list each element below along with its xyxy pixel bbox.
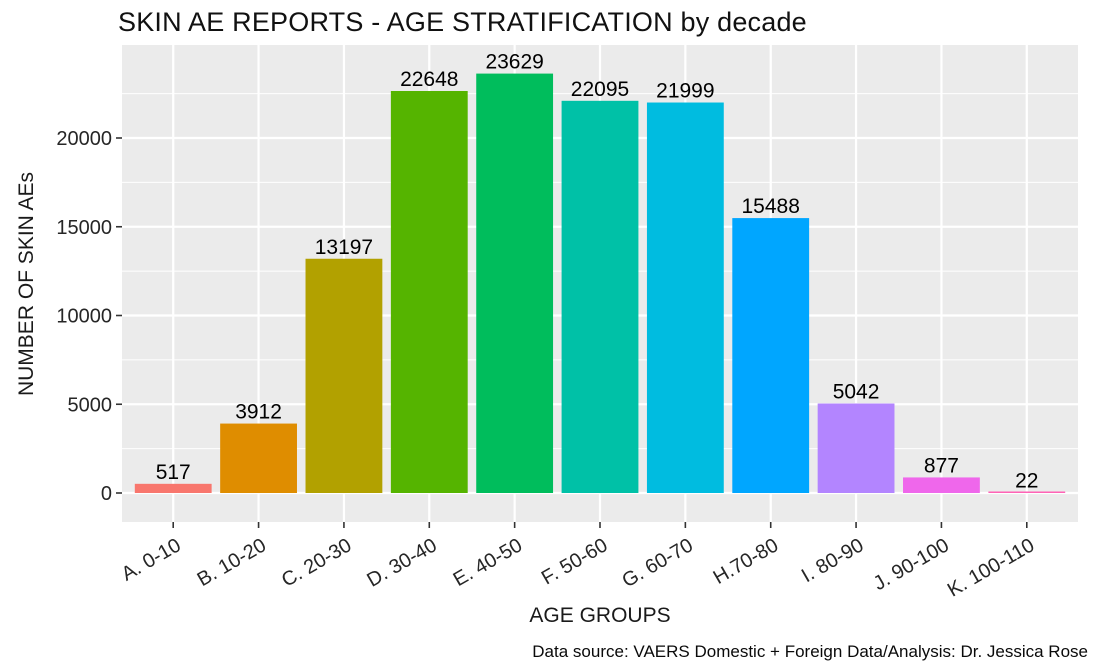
- bar-b: [220, 423, 297, 493]
- x-tick-label: K. 100-110: [944, 534, 1038, 601]
- chart-title: SKIN AE REPORTS - AGE STRATIFICATION by …: [118, 7, 807, 37]
- bar-g: [646, 102, 724, 493]
- x-tick-label: G. 60-70: [618, 534, 696, 592]
- bar-value-label: 877: [924, 454, 959, 477]
- bar-value-label: 22: [1015, 470, 1038, 493]
- y-axis-title: NUMBER OF SKIN AEs: [15, 171, 38, 397]
- x-tick-label: J. 90-100: [870, 534, 953, 595]
- x-tick-label: I. 80-90: [798, 534, 868, 587]
- y-tick-label: 10000: [56, 306, 112, 328]
- bar-value-label: 23629: [485, 51, 543, 74]
- bar-a: [134, 483, 212, 493]
- bar-value-label: 15488: [742, 195, 800, 218]
- bar-value-label: 22095: [571, 78, 629, 101]
- data-source-caption: Data source: VAERS Domestic + Foreign Da…: [532, 642, 1088, 661]
- y-tick-label: 20000: [56, 128, 112, 150]
- bar-value-label: 22648: [400, 68, 458, 91]
- x-tick-label: C. 20-30: [278, 534, 355, 591]
- y-tick-label: 0: [101, 483, 112, 505]
- bar-d: [390, 90, 468, 494]
- bar-c: [305, 258, 383, 493]
- bar-i: [817, 403, 895, 493]
- x-tick-label: A. 0-10: [118, 534, 185, 585]
- bar-value-label: 517: [156, 461, 191, 484]
- x-tick-label: D. 30-40: [363, 534, 440, 591]
- bar-value-label: 5042: [833, 381, 880, 404]
- y-tick-label: 15000: [56, 217, 112, 239]
- bar-k: [988, 491, 1066, 493]
- x-axis-title: AGE GROUPS: [529, 604, 671, 627]
- bar-value-label: 21999: [656, 80, 714, 103]
- y-tick-label: 5000: [68, 394, 113, 416]
- bar-value-label: 13197: [315, 236, 373, 259]
- bar-f: [561, 100, 639, 493]
- bar-j: [903, 477, 980, 493]
- x-tick-label: H.70-80: [710, 534, 783, 589]
- bar-e: [476, 73, 554, 493]
- x-tick-label: E. 40-50: [450, 534, 526, 591]
- x-tick-label: F. 50-60: [538, 534, 612, 589]
- x-tick-label: B. 10-20: [194, 534, 270, 591]
- bar-value-label: 3912: [235, 401, 282, 424]
- bar-h: [732, 218, 810, 493]
